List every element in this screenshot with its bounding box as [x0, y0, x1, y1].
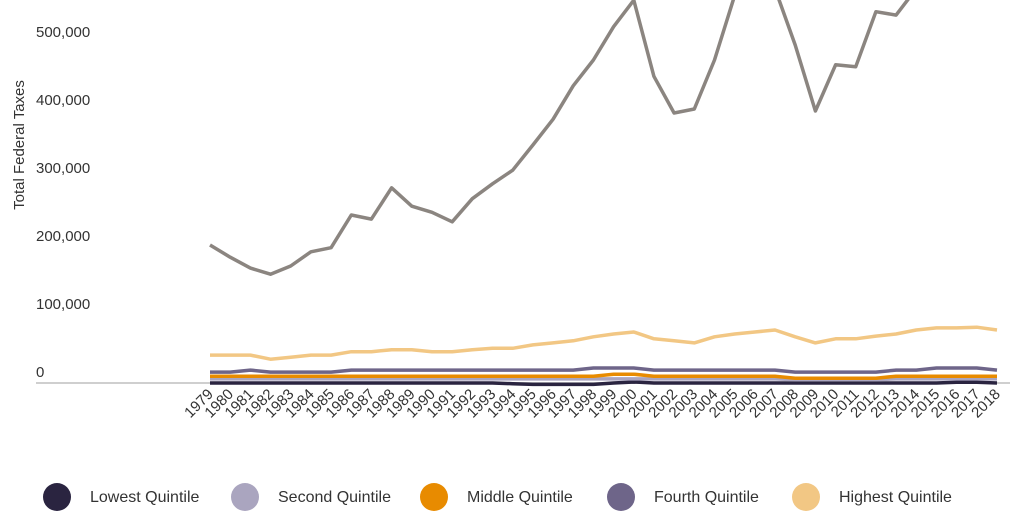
legend-swatch [792, 483, 820, 511]
legend-label: Middle Quintile [467, 489, 573, 506]
legend-label: Lowest Quintile [90, 489, 199, 506]
series-line [209, 0, 910, 276]
plot-area [209, 0, 998, 387]
y-tick-label: 0 [36, 364, 44, 381]
series-line [210, 372, 997, 380]
legend-label: Fourth Quintile [654, 489, 759, 506]
y-tick-label: 100,000 [36, 296, 90, 313]
legend-swatch [420, 483, 448, 511]
legend-swatch [231, 483, 259, 511]
y-tick-label: 500,000 [36, 24, 90, 41]
y-axis-title: Total Federal Taxes [11, 80, 28, 210]
legend-label: Highest Quintile [839, 489, 952, 506]
legend-label: Second Quintile [278, 489, 391, 506]
y-tick-label: 300,000 [36, 160, 90, 177]
y-tick-label: 400,000 [36, 92, 90, 109]
series-line [210, 366, 998, 374]
y-tick-label: 200,000 [36, 228, 90, 245]
series-line [210, 380, 998, 387]
series-line [210, 325, 998, 361]
legend-swatch [607, 483, 635, 511]
legend-swatch [43, 483, 71, 511]
